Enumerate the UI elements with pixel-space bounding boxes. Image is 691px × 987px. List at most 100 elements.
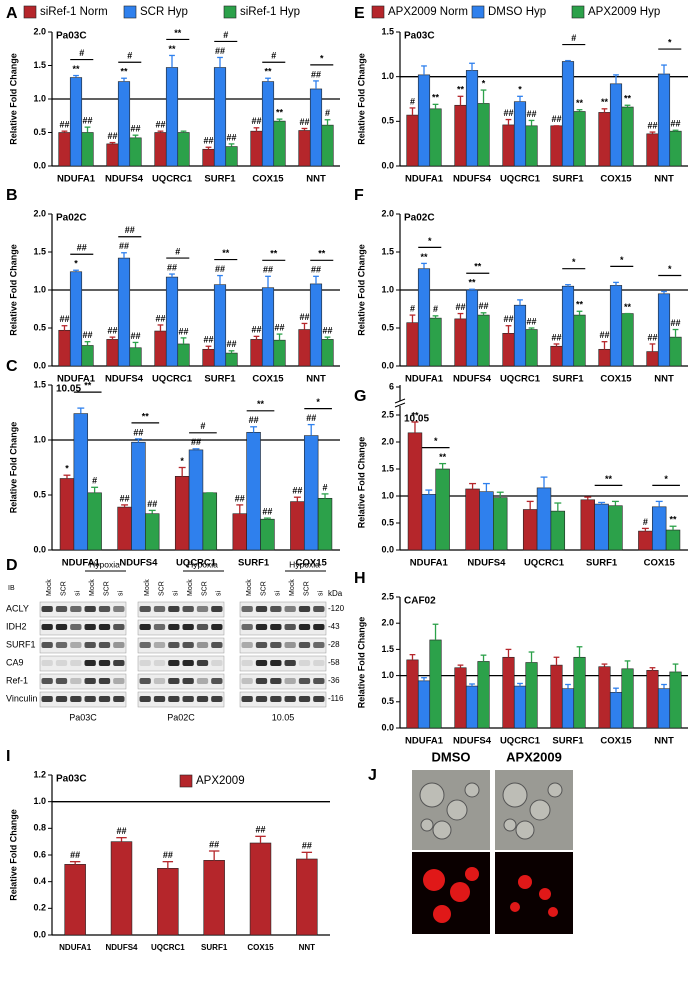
blot-strip: [39, 619, 127, 636]
y-tick-label: 1.0: [381, 490, 394, 500]
blot-band: [84, 678, 96, 684]
blot-strip: [39, 673, 127, 690]
comparison-label: ##: [77, 243, 87, 253]
bar: [536, 487, 552, 551]
size-label: -28: [328, 640, 340, 649]
comparison-label: **: [474, 262, 482, 272]
bar: [657, 688, 671, 729]
bar: [513, 685, 527, 729]
size-label: -120: [328, 604, 345, 613]
bar: [550, 510, 566, 551]
bar: [154, 330, 167, 367]
blot-band: [196, 624, 209, 630]
legend-swatch: [123, 5, 137, 19]
significance-label: **: [468, 278, 476, 288]
y-tick-label: 1.2: [33, 769, 46, 779]
lane-label: SCR: [303, 581, 310, 596]
chart-title: CAF02: [404, 596, 436, 607]
comparison-label: *: [668, 264, 672, 274]
blot-band: [196, 696, 209, 702]
bar: [261, 81, 275, 167]
comparison-label: *: [428, 236, 432, 246]
bar: [621, 668, 634, 729]
x-tick-label: COX15: [600, 374, 632, 385]
significance-label: ##: [163, 850, 173, 860]
bar: [669, 671, 682, 729]
protein-label: ACLY: [6, 603, 29, 613]
protein-label: Vinculin: [6, 693, 37, 703]
x-tick-label: NDUFS4: [453, 174, 492, 185]
spheroid: [420, 818, 434, 832]
legend-swatch: [179, 774, 193, 788]
blot-band: [139, 678, 151, 684]
y-axis-label: Relative Fold Change: [356, 437, 366, 529]
blot-band: [41, 606, 53, 612]
y-tick-label: 0.5: [381, 116, 394, 126]
significance-label: #: [410, 303, 415, 313]
bar: [131, 441, 146, 551]
blot-band: [211, 606, 223, 612]
chart-title: Pa03C: [404, 31, 435, 42]
significance-label: ##: [671, 119, 681, 129]
bar: [249, 842, 272, 936]
bar: [493, 497, 508, 551]
x-tick-label: SURF1: [552, 736, 584, 747]
significance-label: ##: [275, 322, 285, 332]
y-axis-label: Relative Fold Change: [8, 244, 18, 336]
significance-label: **: [670, 515, 678, 525]
protein-label: Ref-1: [6, 675, 28, 685]
bar: [174, 475, 190, 551]
y-tick-label: 2.0: [381, 618, 394, 628]
significance-label: *: [518, 85, 522, 95]
significance-label: ##: [203, 136, 213, 146]
significance-label: **: [457, 85, 465, 95]
size-label: -43: [328, 622, 340, 631]
legend-label: APX2009: [196, 775, 245, 787]
kda-label: kDa: [328, 589, 343, 598]
significance-label: ##: [503, 314, 513, 324]
blot-band: [153, 696, 166, 702]
bar: [429, 108, 442, 167]
significance-label: ##: [119, 241, 129, 251]
y-tick-label: 0.0: [381, 544, 394, 554]
bar: [477, 314, 490, 367]
significance-label: **: [168, 44, 176, 54]
blot-band: [153, 642, 166, 648]
bar: [651, 506, 667, 551]
comparison-label: #: [271, 51, 276, 61]
y-tick-label: 0.0: [381, 160, 394, 170]
lane-label: SCR: [60, 581, 67, 596]
x-tick-label: NDUFS4: [453, 374, 492, 385]
x-tick-label: SURF1: [552, 374, 584, 385]
significance-label: ##: [302, 841, 312, 851]
significance-label: ##: [70, 850, 80, 860]
significance-label: ##: [306, 413, 316, 423]
legend-label: SCR Hyp: [140, 6, 188, 18]
bar: [117, 506, 132, 551]
bar: [106, 143, 119, 167]
blot-band: [196, 606, 209, 612]
bar: [598, 112, 611, 167]
significance-label: ##: [227, 132, 237, 142]
panel-letter: G: [354, 388, 366, 405]
fluorescence-image: [495, 852, 573, 934]
bar: [298, 329, 311, 367]
legend-label: APX2009 Hyp: [588, 6, 660, 18]
significance-label: ##: [647, 332, 657, 342]
panel-letter: A: [6, 5, 18, 22]
blot-band: [298, 660, 311, 666]
lane-label: SCR: [103, 581, 110, 596]
bar: [525, 125, 538, 167]
bar: [477, 103, 490, 167]
y-tick-label: 0.4: [33, 876, 46, 886]
comparison-label: **: [605, 474, 613, 484]
bar: [561, 688, 575, 729]
bar: [598, 666, 611, 729]
x-tick-label: NNT: [654, 736, 674, 747]
blot-band: [41, 660, 53, 666]
bar: [129, 347, 142, 367]
comparison-label: ##: [125, 225, 135, 235]
blot-band: [55, 660, 68, 666]
blot-strip: [137, 655, 225, 672]
y-tick-label: 1.5: [381, 26, 394, 36]
